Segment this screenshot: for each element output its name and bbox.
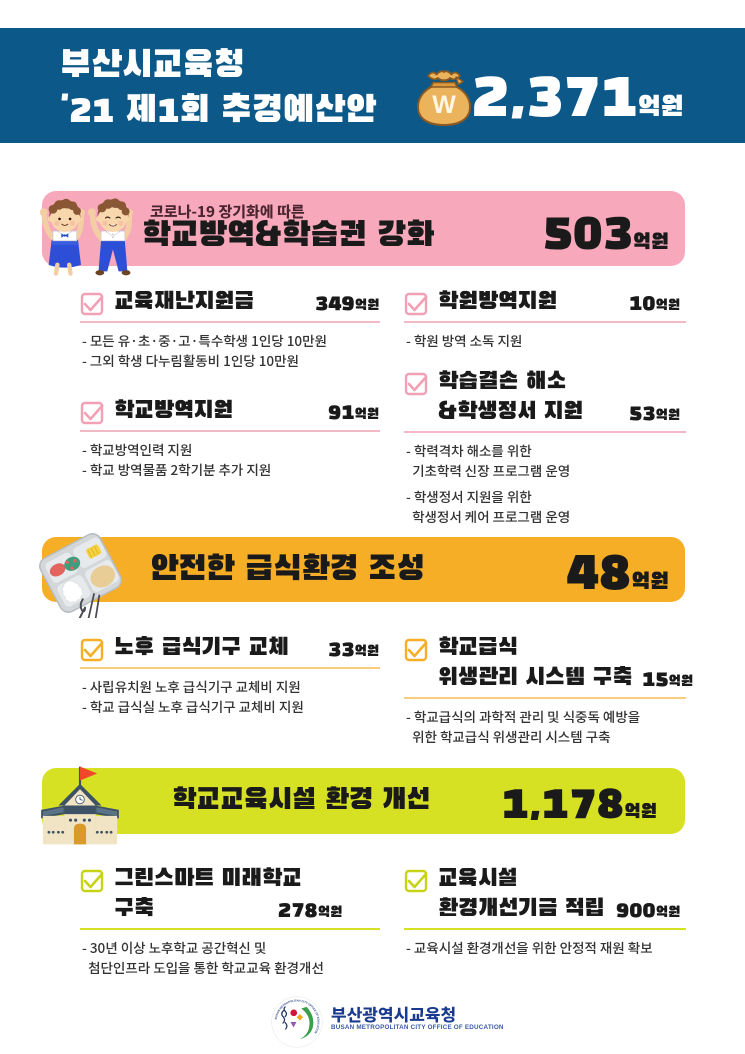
svg-text:W: W (432, 91, 456, 119)
